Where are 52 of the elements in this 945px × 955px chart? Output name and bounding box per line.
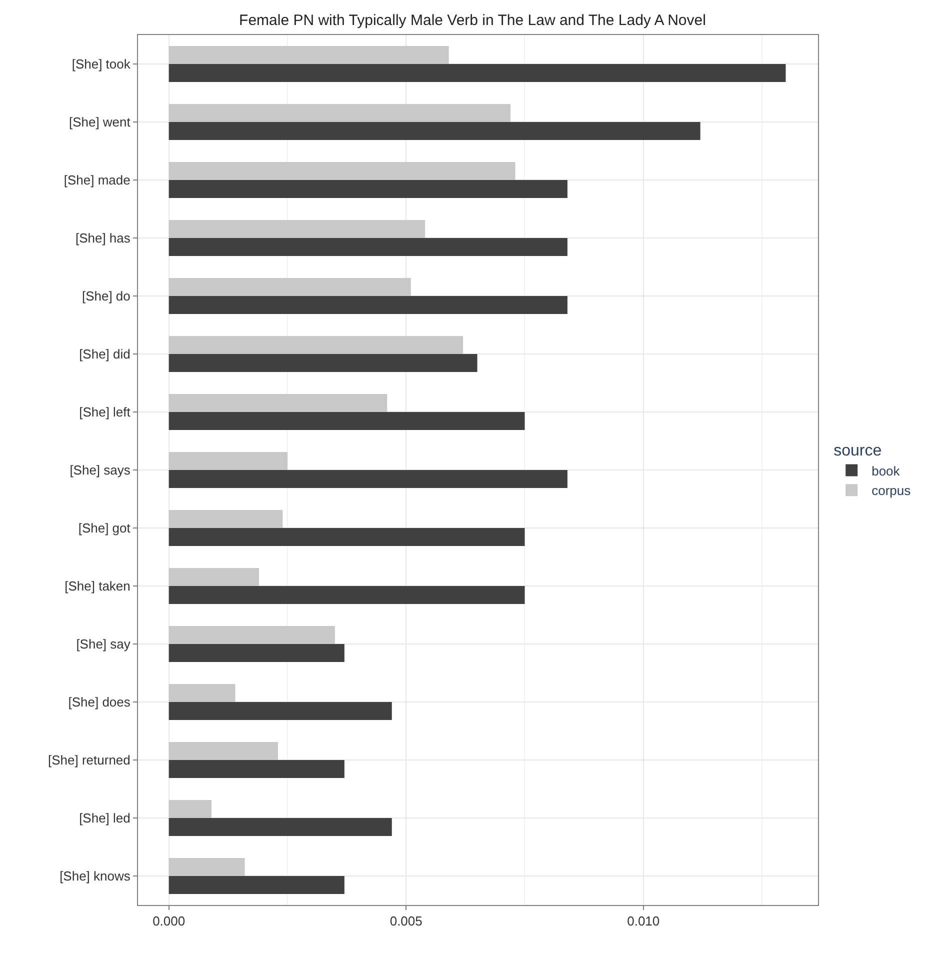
y-tick-label: [She] does [68,694,131,710]
bar [168,510,283,528]
bar [168,104,511,122]
bar [168,122,700,140]
x-tick-label: 0.010 [627,914,660,929]
x-tick-label: 0.000 [152,914,186,929]
bar [168,876,344,894]
bar [168,46,449,64]
y-tick-label: [She] says [70,462,131,478]
bar [168,354,478,372]
y-tick-label: [She] returned [48,752,130,768]
bar [168,644,344,662]
bar [168,760,344,778]
y-tick-label: [She] made [64,172,130,188]
bar [168,394,388,412]
y-tick-label: [She] left [79,404,131,420]
bar [168,452,288,470]
legend-title: source [834,442,882,460]
bar [168,818,392,836]
chart-title: Female PN with Typically Male Verb in The Law and The Lady A Novel [239,12,706,29]
bar [168,626,335,644]
bar [168,220,426,238]
bar [168,800,212,818]
bar [168,238,568,256]
x-tick-label: 0.005 [390,914,422,929]
y-tick-label: [She] went [68,114,131,130]
bar [168,528,525,546]
y-tick-label: [She] has [75,230,131,246]
y-tick-label: [She] say [76,636,131,652]
y-tick-label: [She] taken [64,578,130,594]
bar [168,162,516,180]
y-tick-label: [She] led [79,810,130,826]
bar [168,858,245,876]
y-tick-label: [She] knows [60,868,131,884]
y-tick-label: [She] do [82,288,130,304]
legend-label: corpus [872,483,912,498]
bar [168,412,525,430]
bar [168,568,259,586]
bar [168,64,786,82]
bar [168,336,464,354]
y-tick-label: [She] did [79,346,130,362]
bar [168,180,568,198]
bar [168,470,568,488]
y-tick-label: [She] took [72,56,131,72]
bar [168,586,525,604]
bar [168,296,568,314]
y-tick-label: [She] got [78,520,131,536]
bar [168,742,278,760]
bar [168,278,411,296]
bar [168,702,392,720]
legend-label: book [872,463,900,478]
bar [168,684,236,702]
